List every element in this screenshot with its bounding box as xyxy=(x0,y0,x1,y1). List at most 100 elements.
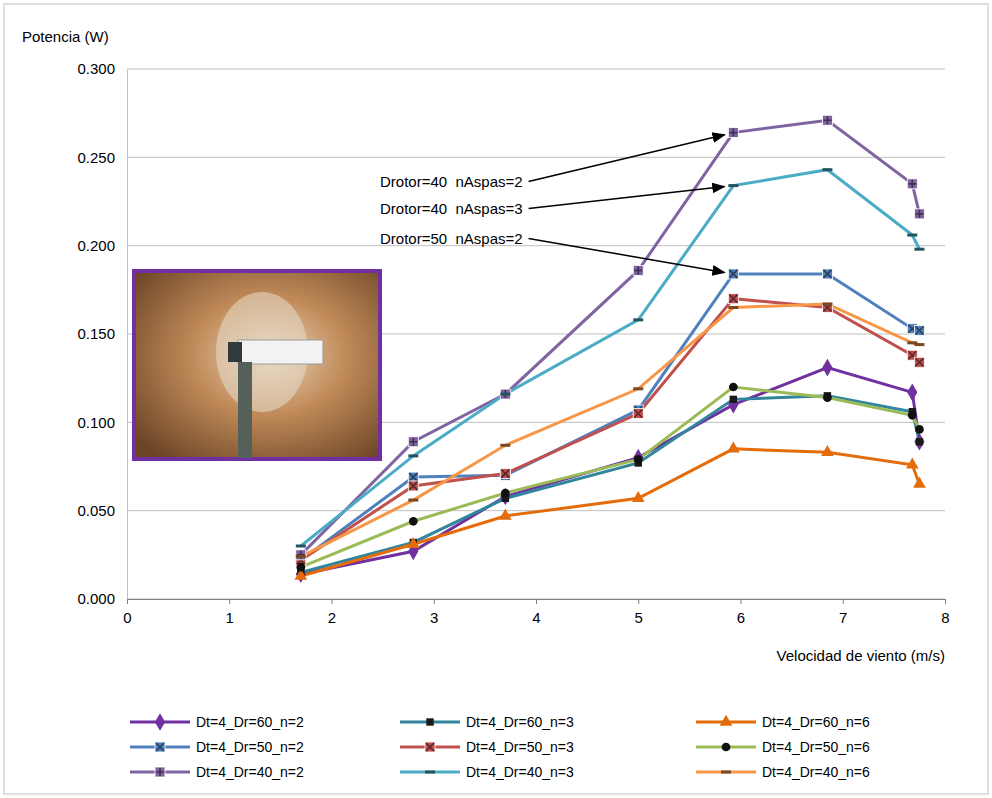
marker-shape xyxy=(501,489,510,498)
marker-shape xyxy=(908,411,917,420)
y-tick-label: 0.100 xyxy=(77,414,115,431)
marker-shape xyxy=(408,437,418,447)
chart: 0.0000.0500.1000.1500.2000.2500.30001234… xyxy=(0,0,992,798)
marker-shape xyxy=(914,209,924,219)
marker-shape xyxy=(500,393,510,396)
legend-item: Dt=4_Dr=60_n=3 xyxy=(400,714,574,730)
marker-shape xyxy=(727,441,740,452)
annotations: Drotor=40 nAspas=2Drotor=40 nAspas=3Drot… xyxy=(380,135,725,273)
x-tick-mark xyxy=(127,599,128,604)
point xyxy=(408,481,418,491)
annotation: Drotor=40 nAspas=2 xyxy=(380,173,523,190)
marker-shape xyxy=(907,383,917,401)
marker-cross xyxy=(915,358,923,366)
marker-cross xyxy=(501,390,509,398)
marker-shape xyxy=(914,433,924,451)
marker-shape xyxy=(425,742,435,752)
marker-cross xyxy=(409,438,417,446)
marker-cross xyxy=(426,743,434,751)
x-tick: 3 xyxy=(430,599,438,626)
marker-shape xyxy=(821,445,834,456)
y-tick-label: 0.300 xyxy=(77,60,115,77)
legend-label: Dt=4_Dr=50_n=3 xyxy=(466,739,574,755)
series-line xyxy=(301,170,920,546)
legend-label: Dt=4_Dr=60_n=3 xyxy=(466,714,574,730)
photo-area xyxy=(134,271,380,459)
marker-cross xyxy=(634,266,642,274)
point xyxy=(914,325,924,335)
point xyxy=(728,128,738,138)
marker-shape xyxy=(822,115,832,125)
photo-detail xyxy=(228,342,242,362)
point xyxy=(729,383,738,392)
x-tick-mark xyxy=(741,599,742,604)
photo-detail xyxy=(238,340,323,364)
y-tick-label: 0.250 xyxy=(77,149,115,166)
marker-shape xyxy=(408,499,418,502)
marker-shape xyxy=(155,713,165,731)
marker-shape xyxy=(499,509,512,520)
x-tick-mark xyxy=(229,599,230,604)
x-tick-label: 2 xyxy=(328,609,336,626)
legend-item: Dt=4_Dr=50_n=3 xyxy=(400,739,574,755)
point xyxy=(907,179,917,189)
point xyxy=(633,265,643,275)
marker-shape xyxy=(823,393,832,402)
marker-shape xyxy=(722,743,731,752)
point xyxy=(728,184,738,187)
marker-shape xyxy=(728,306,738,309)
marker-shape xyxy=(633,449,643,467)
point xyxy=(727,441,740,452)
legend-label: Dt=4_Dr=50_n=2 xyxy=(196,739,304,755)
marker-shape xyxy=(728,396,738,414)
series-line xyxy=(301,304,920,557)
point xyxy=(913,477,926,488)
point xyxy=(409,517,418,526)
point xyxy=(634,455,643,464)
point xyxy=(407,537,420,548)
marker-shape xyxy=(634,455,643,464)
point xyxy=(822,269,832,279)
point xyxy=(914,248,924,251)
marker-shape xyxy=(907,234,917,237)
point xyxy=(501,489,510,498)
x-tick-mark xyxy=(945,599,946,604)
marker-shape xyxy=(633,318,643,321)
marker-shape xyxy=(914,343,924,346)
x-axis: 012345678 xyxy=(123,599,949,626)
y-axis-line xyxy=(127,70,128,600)
marker-shape xyxy=(721,771,731,774)
point xyxy=(823,393,832,402)
marker-shape xyxy=(632,491,645,502)
marker-shape xyxy=(500,444,510,447)
marker-shape xyxy=(907,179,917,189)
point xyxy=(728,269,738,279)
legend-item: Dt=4_Dr=40_n=3 xyxy=(400,764,574,780)
marker-cross xyxy=(156,743,164,751)
point xyxy=(916,438,923,445)
marker-cross xyxy=(823,116,831,124)
x-tick-mark xyxy=(638,599,639,604)
grid-line xyxy=(127,245,945,246)
annotation-arrow xyxy=(529,135,725,182)
point xyxy=(296,550,306,560)
legend-label: Dt=4_Dr=60_n=2 xyxy=(196,714,304,730)
marker-shape xyxy=(409,517,418,526)
marker-shape xyxy=(728,184,738,187)
marker-shape xyxy=(296,545,306,548)
point xyxy=(499,509,512,520)
y-tick: 0.150 xyxy=(77,325,127,342)
marker-shape xyxy=(914,325,924,335)
legend-item: Dt=4_Dr=40_n=2 xyxy=(130,764,304,780)
point xyxy=(914,343,924,346)
marker-cross xyxy=(156,768,164,776)
marker-shape xyxy=(915,425,924,434)
x-tick: 0 xyxy=(123,599,131,626)
legend-label: Dt=4_Dr=40_n=3 xyxy=(466,764,574,780)
marker-cross xyxy=(409,482,417,490)
x-tick-mark xyxy=(332,599,333,604)
x-tick-mark xyxy=(843,599,844,604)
series-line xyxy=(301,120,920,555)
marker-shape xyxy=(633,409,643,419)
marker-shape xyxy=(906,457,919,468)
